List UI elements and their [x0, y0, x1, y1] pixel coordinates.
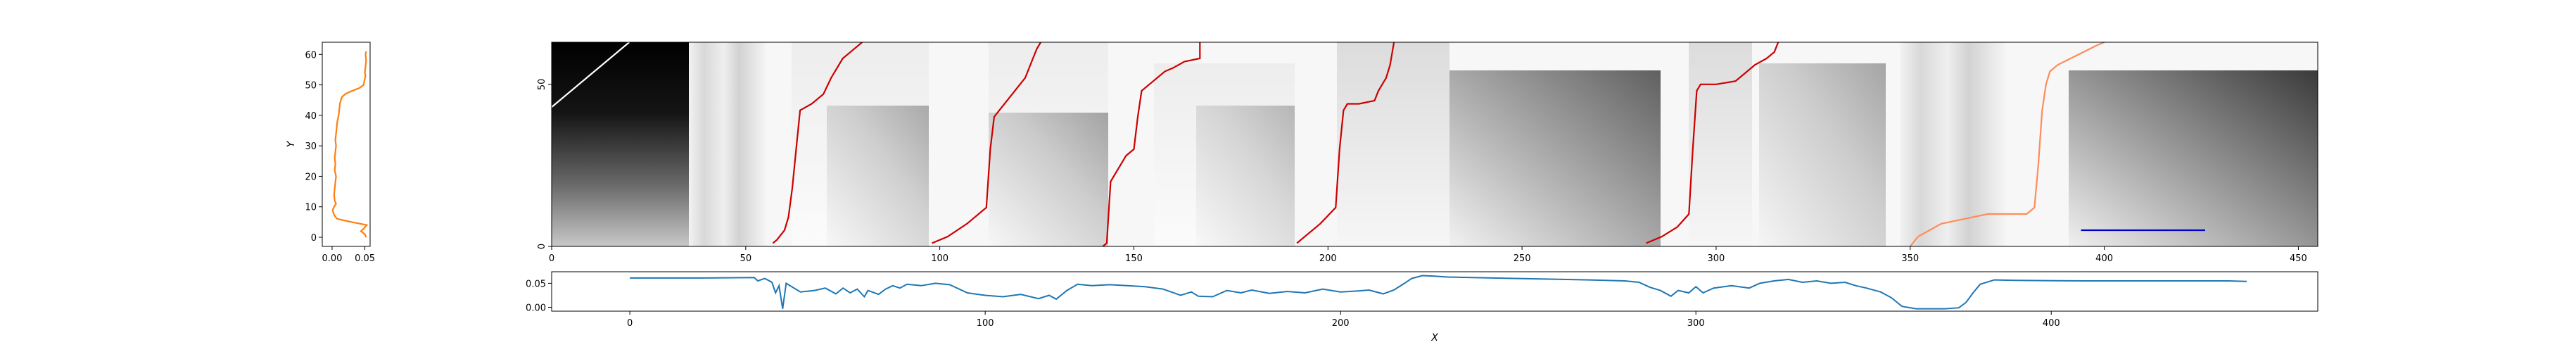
heatmap-block: [1689, 42, 1752, 246]
bottom-x-tick-label: 300: [1687, 318, 1705, 329]
main-x-tick-label: 450: [2290, 253, 2307, 264]
heatmap-path-line: [772, 42, 863, 244]
bottom-marginal-x-ticks: 0 100 200 300 400: [627, 311, 2060, 329]
main-x-tick-label: 100: [931, 253, 948, 264]
main-x-tick-label: 200: [1319, 253, 1337, 264]
left-marginal-series: [331, 51, 369, 238]
left-marginal-y-label: Y: [286, 140, 297, 147]
left-y-tick-label: 50: [305, 81, 317, 92]
heatmap-path-line: [1909, 41, 2105, 247]
heatmap-path-line: [1646, 42, 1779, 244]
bottom-marginal-y-ticks: 0.00 0.05: [526, 279, 552, 314]
left-marginal-x-ticks: 0.00 0.05: [322, 246, 375, 264]
heatmap-shade: [1759, 63, 1886, 246]
heatmap-frame: [551, 42, 2318, 247]
heatmap-block: [1337, 42, 1449, 246]
main-y-tick-label: 0: [537, 244, 547, 249]
heatmap-path-line: [551, 42, 630, 108]
heatmap-shade: [989, 113, 1108, 246]
bottom-x-tick-label: 100: [977, 318, 994, 329]
bottom-y-tick-label: 0.00: [526, 303, 546, 314]
left-marginal-frame: [322, 42, 371, 247]
bottom-marginal-frame: [551, 271, 2318, 312]
heatmap-path-line: [1102, 42, 1201, 247]
heatmap-y-ticks: 0 50: [537, 79, 552, 249]
heatmap-shade: [1449, 70, 1661, 246]
left-y-tick-label: 40: [305, 111, 317, 122]
heatmap-shade: [827, 106, 929, 246]
heatmap-image: [552, 42, 2318, 246]
left-x-tick-label: 0.00: [322, 253, 342, 264]
bottom-marginal-series: [630, 275, 2247, 310]
bottom-x-tick-label: 0: [627, 318, 633, 329]
left-marginal-y-ticks: 0 10 20 30 40 50 60: [305, 50, 322, 244]
left-marginal-line: [331, 51, 369, 238]
left-y-tick-label: 60: [305, 50, 317, 61]
heatmap-paths: [551, 41, 2205, 247]
bottom-x-tick-label: 200: [1332, 318, 1350, 329]
bottom-y-tick-label: 0.05: [526, 279, 546, 289]
main-y-tick-label: 50: [537, 79, 547, 91]
bottom-marginal-line: [630, 275, 2247, 310]
main-heatmap-panel: 0 50 100 150 200 250 300 350 400 450 0 50: [537, 41, 2318, 264]
heatmap-shade: [2069, 70, 2318, 246]
main-x-tick-label: 0: [549, 253, 554, 264]
bottom-marginal-x-label: X: [1430, 332, 1438, 344]
left-x-tick-label: 0.05: [355, 253, 375, 264]
heatmap-x-ticks: 0 50 100 150 200 250 300 350 400 450: [549, 246, 2307, 264]
main-x-tick-label: 350: [1901, 253, 1919, 264]
heatmap-stripe: [1900, 42, 2005, 246]
main-x-tick-label: 400: [2095, 253, 2113, 264]
bottom-x-tick-label: 400: [2043, 318, 2060, 329]
left-y-tick-label: 10: [305, 203, 317, 213]
main-x-tick-label: 150: [1125, 253, 1143, 264]
left-marginal-panel: 0 10 20 30 40 50 60 0.00 0.05 Y: [286, 42, 375, 264]
main-x-tick-label: 250: [1514, 253, 1531, 264]
heatmap-path-line: [1296, 42, 1395, 244]
heatmap-shade: [1196, 106, 1295, 246]
left-y-tick-label: 20: [305, 172, 317, 182]
main-x-tick-label: 300: [1708, 253, 1725, 264]
left-y-tick-label: 30: [305, 142, 317, 152]
heatmap-block-dark: [552, 42, 689, 246]
main-x-tick-label: 50: [740, 253, 752, 264]
heatmap-path-line: [932, 42, 1042, 244]
heatmap-stripe: [689, 42, 766, 246]
left-y-tick-label: 0: [311, 233, 317, 244]
bottom-marginal-panel: 0 100 200 300 400 0.00 0.05 X: [526, 271, 2318, 344]
